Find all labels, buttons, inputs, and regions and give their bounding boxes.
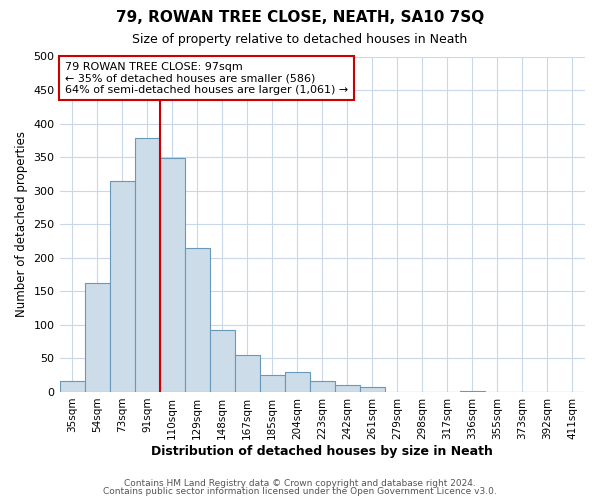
Text: 79 ROWAN TREE CLOSE: 97sqm
← 35% of detached houses are smaller (586)
64% of sem: 79 ROWAN TREE CLOSE: 97sqm ← 35% of deta…	[65, 62, 348, 94]
Bar	[310, 381, 335, 392]
Bar	[285, 372, 310, 392]
Text: Size of property relative to detached houses in Neath: Size of property relative to detached ho…	[133, 32, 467, 46]
Bar	[85, 282, 110, 392]
Bar	[110, 180, 134, 392]
Bar	[260, 375, 285, 392]
Bar	[209, 330, 235, 392]
Text: Contains HM Land Registry data © Crown copyright and database right 2024.: Contains HM Land Registry data © Crown c…	[124, 478, 476, 488]
Bar	[160, 158, 185, 392]
Text: Contains public sector information licensed under the Open Government Licence v3: Contains public sector information licen…	[103, 487, 497, 496]
Bar	[185, 248, 209, 392]
Bar	[134, 138, 160, 392]
Bar	[460, 390, 485, 392]
Bar	[360, 388, 385, 392]
Y-axis label: Number of detached properties: Number of detached properties	[15, 131, 28, 317]
X-axis label: Distribution of detached houses by size in Neath: Distribution of detached houses by size …	[151, 444, 493, 458]
Bar	[59, 381, 85, 392]
Text: 79, ROWAN TREE CLOSE, NEATH, SA10 7SQ: 79, ROWAN TREE CLOSE, NEATH, SA10 7SQ	[116, 10, 484, 25]
Bar	[235, 355, 260, 392]
Bar	[335, 385, 360, 392]
